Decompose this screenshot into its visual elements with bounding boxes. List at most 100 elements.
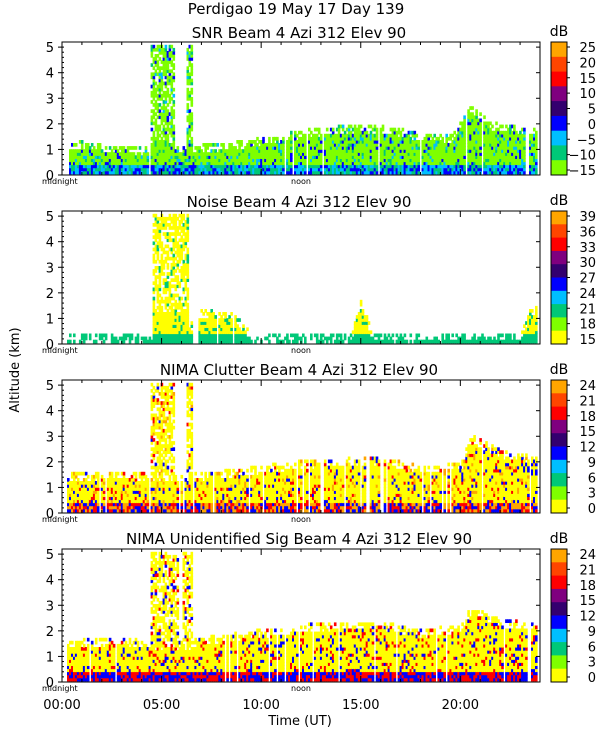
heatmap-cell [523,324,526,328]
heatmap-cell [487,339,490,344]
heatmap-cell [389,127,393,132]
colorbar-segment [551,130,567,146]
heatmap-cell [110,481,114,485]
heatmap-cell [511,164,514,169]
heatmap-cell [288,149,291,153]
heatmap-cell [71,170,74,175]
heatmap-cell [162,127,166,132]
heatmap-cell [69,487,72,491]
heatmap-cell [80,140,84,144]
heatmap-cell [405,155,409,159]
heatmap-cell [108,487,112,491]
heatmap-cell [399,149,403,153]
heatmap-cell [341,143,345,147]
heatmap-cell [114,496,118,501]
heatmap-cell [268,152,271,156]
heatmap-cell [433,155,436,159]
heatmap-cell [445,336,448,341]
heatmap-cell [479,136,482,141]
heatmap-cell [154,333,158,338]
heatmap-cell [471,152,474,156]
heatmap-cell [331,143,335,147]
heatmap-cell [190,51,194,55]
heatmap-cell [186,296,190,301]
heatmap-cell [473,164,476,169]
heatmap-cell [156,47,160,52]
heatmap-cell [445,158,448,163]
colorbar-tick-label: 33 [579,241,596,256]
heatmap-cell [198,167,201,172]
heatmap-cell [96,496,100,501]
heatmap-cell [359,299,363,304]
heatmap-cell [313,158,317,163]
heatmap-cell [409,146,413,150]
heatmap-cell [184,161,188,166]
heatmap-cell [164,97,168,101]
heatmap-cell [162,63,166,67]
heatmap-cell [154,161,158,166]
heatmap-cell [166,143,170,147]
heatmap-cell [172,259,176,264]
heatmap-cell [256,336,259,341]
colorbar-tick-label: 39 [579,210,596,225]
heatmap-cell [160,226,164,230]
heatmap-cell [435,140,438,144]
heatmap-cell [154,318,158,322]
heatmap-cell [445,140,448,144]
heatmap-cell [88,170,92,175]
heatmap-cell [82,505,86,510]
heatmap-cell [361,312,365,316]
heatmap-cell [523,333,526,338]
heatmap-cell [88,161,92,166]
heatmap-cell [463,336,466,341]
heatmap-cell [158,97,162,101]
heatmap-cell [94,152,98,156]
heatmap-cell [315,133,319,138]
heatmap-cell [224,333,227,338]
heatmap-cell [174,302,178,307]
heatmap-cell [86,496,90,501]
heatmap-cell [92,155,96,159]
heatmap-cell [517,149,520,153]
heatmap-cell [445,333,448,338]
heatmap-cell [379,127,383,132]
heatmap-cell [288,140,291,144]
heatmap-cell [343,152,347,156]
heatmap-cell [178,155,182,159]
heatmap-cell [110,502,114,507]
heatmap-cell [327,140,331,144]
heatmap-cell [176,155,180,159]
heatmap-cell [176,262,180,267]
heatmap-cell [168,247,172,252]
heatmap-cell [186,269,190,273]
heatmap-cell [483,161,486,166]
heatmap-cell [130,152,134,156]
heatmap-cell [82,496,86,501]
heatmap-cell [86,508,90,513]
heatmap-cell [489,339,492,344]
heatmap-cell [128,170,132,175]
heatmap-cell [69,484,72,488]
heatmap-cell [174,287,178,292]
heatmap-cell [208,143,211,147]
heatmap-cell [226,324,229,328]
heatmap-cell [509,170,512,175]
heatmap-cell [323,164,327,169]
heatmap-cell [459,136,462,141]
heatmap-cell [186,327,190,332]
heatmap-cell [80,167,84,172]
heatmap-cell [487,143,490,147]
heatmap-cell [453,161,456,166]
heatmap-cell [126,167,130,172]
heatmap-cell [182,302,186,307]
heatmap-cell [351,170,355,175]
heatmap-cell [120,478,124,482]
heatmap-cell [190,47,194,52]
heatmap-cell [176,318,180,322]
heatmap-cell [427,143,431,147]
heatmap-cell [315,149,319,153]
heatmap-cell [232,152,235,156]
heatmap-cell [110,149,114,153]
heatmap-cell [190,69,194,74]
heatmap-cell [363,140,367,144]
